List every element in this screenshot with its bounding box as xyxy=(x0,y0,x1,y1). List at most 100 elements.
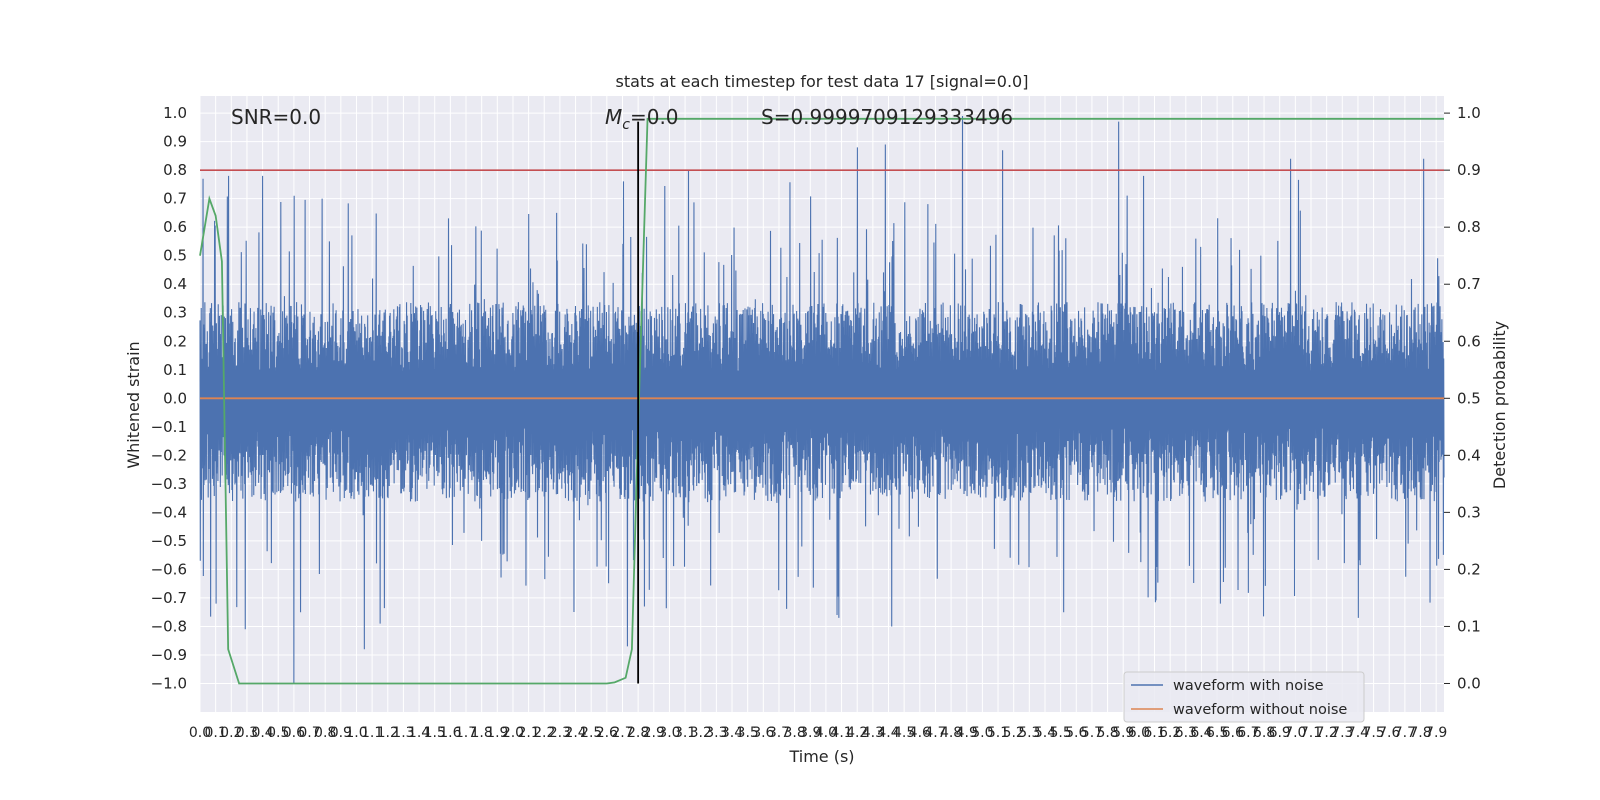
x-tick-label: 5.3 xyxy=(1018,725,1040,741)
y-right-tick-label: 0.2 xyxy=(1457,560,1481,578)
x-tick-label: 6.9 xyxy=(1269,725,1291,741)
x-tick-label: 7.2 xyxy=(1316,725,1338,741)
s-annotation: S=0.9999709129333496 xyxy=(761,105,1013,129)
x-tick-label: 0.2 xyxy=(220,725,242,741)
x-tick-label: 0.1 xyxy=(205,725,227,741)
mc-annotation: Mc=0.0 xyxy=(605,105,679,133)
x-tick-label: 6.5 xyxy=(1206,725,1228,741)
x-tick-label: 5.1 xyxy=(987,725,1009,741)
y-tick-label: −0.6 xyxy=(151,560,187,578)
y-tick-label: 1.0 xyxy=(163,104,187,122)
x-tick-label: 0.9 xyxy=(330,725,352,741)
legend-label-noise: waveform with noise xyxy=(1173,678,1324,694)
chart-title: stats at each timestep for test data 17 … xyxy=(616,72,1029,91)
x-tick-label: 2.1 xyxy=(517,725,539,741)
x-tick-label: 5.6 xyxy=(1065,725,1087,741)
y-tick-label: −0.2 xyxy=(151,446,187,464)
x-tick-label: 7.9 xyxy=(1425,725,1447,741)
y-tick-label: −0.3 xyxy=(151,475,187,493)
x-tick-label: 0.0 xyxy=(189,725,211,741)
y-tick-label: −0.8 xyxy=(151,617,187,635)
y-axis-label: Whitened strain xyxy=(124,341,143,468)
x-tick-label: 5.4 xyxy=(1034,725,1056,741)
x-tick-label: 4.2 xyxy=(846,725,868,741)
y-tick-label: 0.9 xyxy=(163,133,187,151)
x-tick-label: 1.4 xyxy=(408,725,430,741)
y-right-tick-label: 1.0 xyxy=(1457,104,1481,122)
x-axis-label: Time (s) xyxy=(788,747,854,766)
x-tick-label: 7.1 xyxy=(1300,725,1322,741)
y-right-tick-label: 0.8 xyxy=(1457,218,1481,236)
x-tick-label: 0.7 xyxy=(298,725,320,741)
x-tick-label: 0.3 xyxy=(236,725,258,741)
y-tick-label: 0.2 xyxy=(163,332,187,350)
series-lines xyxy=(199,117,1444,685)
x-tick-label: 0.4 xyxy=(251,725,273,741)
x-tick-label: 6.8 xyxy=(1253,725,1275,741)
x-tick-label: 4.8 xyxy=(940,725,962,741)
series-waveform-with-noise xyxy=(199,115,1445,684)
y-tick-label: −0.5 xyxy=(151,532,187,550)
x-tick-label: 7.6 xyxy=(1378,725,1400,741)
legend: waveform with noise waveform without noi… xyxy=(1123,671,1365,723)
x-tick-label: 2.9 xyxy=(643,725,665,741)
x-tick-label: 3.0 xyxy=(658,725,680,741)
x-tick-label: 7.3 xyxy=(1331,725,1353,741)
x-tick-label: 6.2 xyxy=(1159,725,1181,741)
x-tick-label: 1.3 xyxy=(392,725,414,741)
y-right-tick-label: 0.5 xyxy=(1457,389,1481,407)
x-tick-label: 1.2 xyxy=(377,725,399,741)
y-tick-label: −0.7 xyxy=(151,589,187,607)
x-tick-label: 5.7 xyxy=(1081,725,1103,741)
y-tick-label: 0.7 xyxy=(163,190,187,208)
x-tick-label: 6.6 xyxy=(1222,725,1244,741)
x-tick-label: 2.3 xyxy=(549,725,571,741)
mc-symbol: M xyxy=(605,105,622,129)
x-tick-label: 6.7 xyxy=(1237,725,1259,741)
y-tick-label: −0.1 xyxy=(151,418,187,436)
y-tick-label: 0.5 xyxy=(163,247,187,265)
x-tick-label: 6.1 xyxy=(1143,725,1165,741)
legend-box xyxy=(1123,671,1365,723)
x-tick-label: 5.5 xyxy=(1049,725,1071,741)
x-tick-label: 6.4 xyxy=(1190,725,1212,741)
y-tick-label: 0.4 xyxy=(163,275,187,293)
x-tick-label: 5.0 xyxy=(971,725,993,741)
x-tick-label: 4.1 xyxy=(830,725,852,741)
x-tick-label: 4.4 xyxy=(877,725,899,741)
x-tick-label: 0.5 xyxy=(267,725,289,741)
x-tick-label: 2.4 xyxy=(564,725,586,741)
y-tick-label: 0.6 xyxy=(163,218,187,236)
x-tick-label: 7.5 xyxy=(1362,725,1384,741)
x-tick-label: 7.4 xyxy=(1347,725,1369,741)
x-tick-label: 6.3 xyxy=(1175,725,1197,741)
y-right-tick-label: 0.4 xyxy=(1457,446,1481,464)
legend-label-clean: waveform without noise xyxy=(1173,702,1347,718)
x-tick-label: 2.7 xyxy=(611,725,633,741)
x-tick-label: 5.2 xyxy=(1003,725,1025,741)
x-tick-label: 2.8 xyxy=(627,725,649,741)
x-tick-label: 6.0 xyxy=(1128,725,1150,741)
x-tick-label: 4.7 xyxy=(924,725,946,741)
y-tick-label: −0.4 xyxy=(151,503,187,521)
x-tick-label: 3.8 xyxy=(783,725,805,741)
x-tick-label: 3.7 xyxy=(768,725,790,741)
x-tick-label: 3.6 xyxy=(752,725,774,741)
y-right-tick-label: 0.7 xyxy=(1457,275,1481,293)
x-tick-label: 4.0 xyxy=(815,725,837,741)
x-tick-label: 2.0 xyxy=(502,725,524,741)
x-tick-label: 1.7 xyxy=(455,725,477,741)
x-tick-label: 1.5 xyxy=(424,725,446,741)
y-tick-label: 0.8 xyxy=(163,161,187,179)
x-tick-label: 4.9 xyxy=(956,725,978,741)
y-tick-label: 0.1 xyxy=(163,361,187,379)
y-tick-label: −0.9 xyxy=(151,646,187,664)
x-tick-label: 4.3 xyxy=(862,725,884,741)
y-right-tick-label: 0.3 xyxy=(1457,503,1481,521)
x-tick-label: 0.6 xyxy=(283,725,305,741)
x-tick-label: 0.8 xyxy=(314,725,336,741)
y-right-tick-label: 0.0 xyxy=(1457,674,1481,692)
x-tick-label: 5.9 xyxy=(1112,725,1134,741)
axis-ticks: 0.00.10.20.30.40.50.60.70.80.91.01.11.21… xyxy=(151,104,1481,741)
y-tick-label: 0.3 xyxy=(163,304,187,322)
